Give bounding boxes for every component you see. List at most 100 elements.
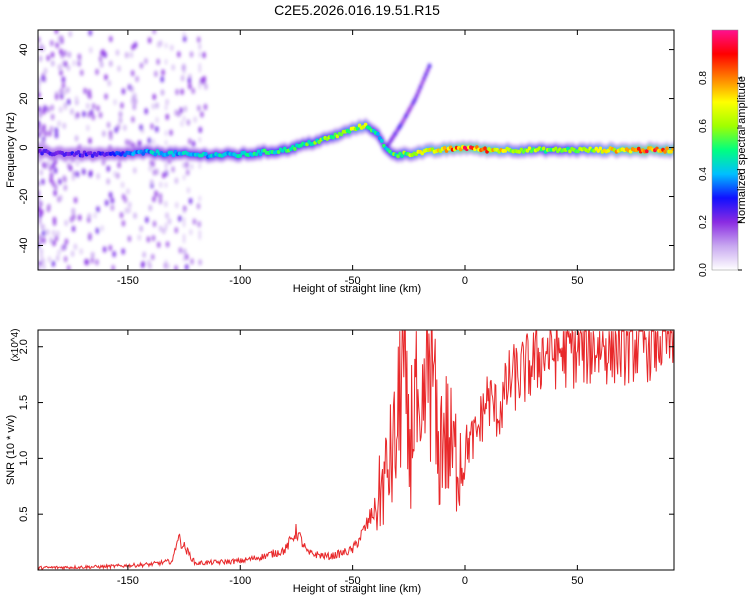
- noise-speckle: [66, 86, 70, 94]
- noise-streak: [182, 207, 186, 214]
- ridge-core: [355, 126, 360, 131]
- noise-streak: [182, 255, 186, 262]
- noise-speckle: [56, 230, 60, 237]
- noise-speckle: [184, 263, 189, 270]
- branch-dot: [422, 76, 426, 82]
- noise-speckle: [93, 212, 97, 219]
- spectrogram-panel: -150 -100 -50 0 50 -40 -20 0 20 40 Height of str…: [5, 29, 675, 295]
- noise-speckle: [161, 227, 166, 235]
- noise-speckle: [41, 75, 45, 82]
- noise-streak: [182, 115, 186, 122]
- spectrogram-x-label: Height of straight line (km): [293, 283, 421, 295]
- ridge-core: [153, 152, 158, 157]
- noise-speckle: [183, 105, 188, 113]
- noise-speckle: [139, 124, 143, 131]
- noise-speckle: [196, 203, 201, 210]
- noise-streak: [182, 233, 186, 240]
- noise-speckle: [41, 178, 45, 185]
- y-tick-label: 0: [18, 144, 30, 150]
- noise-speckle: [174, 201, 179, 209]
- noise-speckle: [59, 48, 63, 55]
- noise-streak: [198, 195, 202, 202]
- noise-speckle: [82, 110, 86, 118]
- noise-speckle: [38, 180, 41, 188]
- noise-speckle: [127, 207, 131, 214]
- ridge-core: [80, 153, 85, 158]
- noise-streak: [198, 259, 202, 266]
- noise-speckle: [60, 244, 65, 252]
- noise-speckle: [53, 189, 57, 197]
- noise-speckle: [39, 237, 43, 245]
- noise-speckle: [53, 184, 58, 191]
- noise-speckle: [126, 188, 130, 195]
- noise-speckle: [39, 169, 44, 176]
- branch-dot: [420, 80, 425, 86]
- noise-speckle: [38, 91, 41, 99]
- noise-speckle: [43, 67, 48, 75]
- colorbar-gradient: [712, 30, 738, 270]
- noise-speckle: [41, 237, 46, 244]
- noise-speckle: [70, 250, 75, 257]
- noise-speckle: [184, 253, 189, 261]
- noise-speckle: [98, 111, 103, 119]
- noise-speckle: [154, 190, 158, 198]
- noise-speckle: [147, 37, 152, 44]
- noise-speckle: [74, 135, 79, 142]
- noise-speckle: [117, 161, 121, 169]
- noise-speckle: [189, 228, 193, 236]
- ridge-core: [347, 129, 352, 134]
- noise-speckle: [47, 203, 51, 211]
- noise-speckle: [148, 204, 153, 212]
- noise-speckle: [189, 163, 194, 170]
- noise-speckle: [71, 207, 76, 215]
- noise-speckle: [171, 166, 175, 173]
- x-tick-label: -150: [117, 275, 139, 287]
- noise-speckle: [123, 196, 128, 204]
- noise-speckle: [39, 129, 44, 136]
- noise-speckle: [118, 111, 123, 118]
- y-tick-label: 20: [18, 92, 30, 104]
- noise-speckle: [66, 98, 71, 106]
- noise-speckle: [51, 229, 56, 237]
- noise-speckle: [174, 265, 178, 270]
- noise-speckle: [151, 234, 156, 242]
- noise-speckle: [49, 165, 53, 172]
- noise-speckle: [102, 246, 107, 253]
- noise-speckle: [88, 171, 93, 178]
- y-tick-label: -40: [18, 238, 30, 254]
- y-tick-label: 1.0: [18, 451, 30, 466]
- noise-speckle: [191, 140, 196, 148]
- noise-speckle: [106, 121, 111, 129]
- ridge-core: [171, 153, 176, 158]
- branch-dot: [425, 67, 430, 73]
- noise-speckle: [90, 257, 95, 264]
- noise-speckle: [158, 40, 163, 47]
- noise-speckle: [95, 68, 99, 76]
- noise-speckle: [148, 262, 152, 270]
- noise-speckle: [38, 200, 43, 208]
- noise-speckle: [39, 253, 44, 260]
- noise-speckle: [187, 138, 192, 145]
- noise-speckle: [170, 44, 174, 51]
- colorbar: 0.0 0.2 0.4 0.6 0.8 Normalized spectral ampl…: [698, 29, 748, 277]
- noise-speckle: [152, 93, 157, 101]
- noise-speckle: [96, 206, 100, 213]
- colorbar-ticks: 0.0 0.2 0.4 0.6 0.8: [698, 71, 742, 277]
- noise-streak: [164, 130, 168, 137]
- noise-speckle: [165, 241, 170, 248]
- noise-speckle: [62, 175, 67, 182]
- noise-speckle: [100, 225, 104, 232]
- noise-speckle: [41, 263, 46, 270]
- noise-streak: [182, 174, 186, 181]
- noise-speckle: [174, 109, 179, 116]
- ridge-core: [663, 149, 667, 154]
- noise-speckle: [188, 83, 192, 90]
- noise-speckle: [106, 165, 111, 172]
- noise-speckle: [186, 187, 191, 194]
- noise-speckle: [38, 77, 41, 84]
- noise-speckle: [72, 59, 76, 67]
- noise-speckle: [63, 184, 68, 191]
- noise-speckle: [86, 124, 90, 132]
- spectrogram-frame: [37, 29, 675, 271]
- noise-speckle: [88, 30, 93, 36]
